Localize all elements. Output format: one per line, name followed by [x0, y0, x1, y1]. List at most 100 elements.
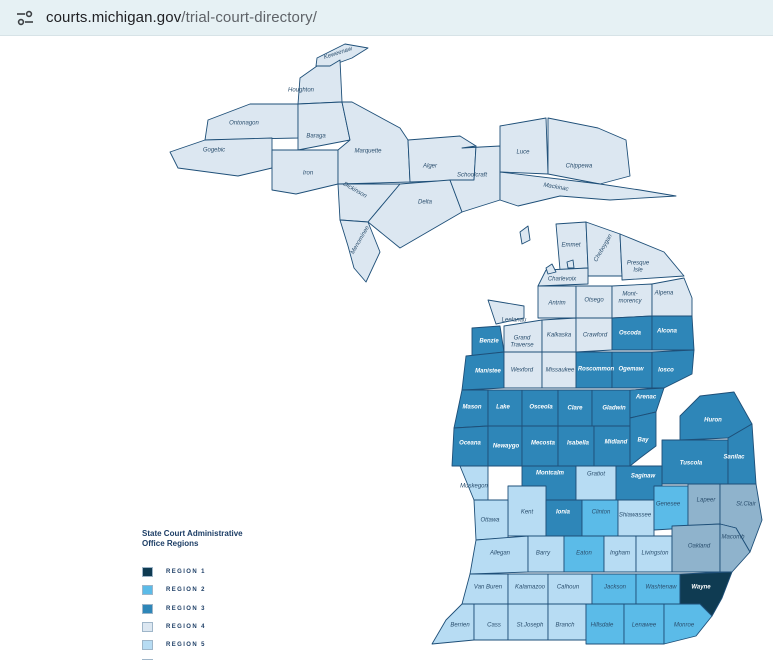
county-ionia[interactable] [545, 499, 583, 537]
county-label-lenawee: Lenawee [632, 623, 657, 629]
county-mackinac[interactable] [499, 171, 677, 207]
county-label-gratiot: Gratiot [587, 472, 605, 478]
island [519, 225, 531, 245]
county-label-alpena: Alpena [654, 291, 674, 297]
county-label-jackson: Jackson [603, 585, 627, 591]
county-label-monroe: Monroe [674, 623, 695, 629]
county-labels: KeweenawHoughtonOntonagonGogebicBaragaIr… [203, 46, 757, 629]
county-gogebic[interactable] [169, 137, 273, 177]
county-lapeer[interactable] [687, 483, 721, 527]
county-label-marquette: Marquette [354, 149, 382, 155]
island [545, 263, 557, 275]
county-label-baraga: Baraga [306, 134, 326, 140]
county-label-lake: Lake [496, 405, 510, 411]
county-label-ionia: Ionia [556, 510, 571, 516]
legend-item: REGION 1 [142, 563, 272, 581]
county-label-delta: Delta [418, 200, 433, 206]
county-label-van-buren: Van Buren [474, 585, 503, 591]
legend-item: REGION 3 [142, 600, 272, 618]
county-arenac[interactable] [629, 387, 665, 419]
county-label-montmorency: Mont-morency [618, 291, 642, 304]
county-label-montcalm: Montcalm [536, 471, 565, 477]
legend-item: REGION 2 [142, 581, 272, 599]
county-label-eaton: Eaton [576, 551, 592, 557]
county-label-huron: Huron [704, 418, 722, 424]
county-label-ontonagon: Ontonagon [229, 121, 259, 127]
county-label-manistee: Manistee [475, 369, 501, 375]
county-label-oscoda: Oscoda [619, 331, 642, 337]
county-houghton[interactable] [297, 59, 343, 105]
county-bay[interactable] [629, 411, 657, 467]
county-label-crawford: Crawford [583, 333, 608, 339]
michigan-county-map: KeweenawHoughtonOntonagonGogebicBaragaIr… [169, 43, 763, 645]
county-label-st-clair: St.Clair [736, 502, 757, 508]
county-monroe[interactable] [663, 603, 713, 645]
county-luce[interactable] [499, 117, 549, 175]
county-berrien[interactable] [431, 603, 475, 645]
legend-swatch [142, 567, 153, 578]
url-path: /trial-court-directory/ [181, 9, 317, 26]
county-label-lapeer: Lapeer [697, 498, 717, 504]
county-label-wayne: Wayne [691, 585, 711, 591]
county-macomb[interactable] [719, 523, 751, 573]
county-label-clare: Clare [567, 406, 583, 412]
county-iosco[interactable] [651, 349, 695, 389]
county-label-branch: Branch [555, 623, 575, 629]
county-label-cass: Cass [487, 623, 501, 629]
county-label-presque-isle: Presque Isle [627, 260, 650, 273]
county-label-osceola: Osceola [529, 405, 553, 411]
address-bar[interactable]: courts.michigan.gov/trial-court-director… [0, 0, 773, 36]
legend-title: State Court Administrative Office Region… [142, 529, 243, 548]
county-iron[interactable] [271, 149, 339, 195]
county-menominee[interactable] [339, 219, 381, 283]
county-marquette[interactable] [337, 101, 411, 185]
county-label-mason: Mason [462, 405, 481, 411]
county-label-kent: Kent [521, 510, 534, 516]
county-label-calhoun: Calhoun [557, 585, 580, 591]
county-keweenaw[interactable] [315, 43, 369, 67]
county-label-charlevoix: Charlevoix [548, 277, 577, 283]
county-label-chippewa: Chippewa [566, 164, 593, 170]
county-label-newaygo: Newaygo [493, 444, 520, 450]
island [566, 259, 575, 269]
county-leelanau[interactable] [487, 299, 525, 325]
county-label-berrien: Berrien [450, 623, 470, 629]
legend-item: REGION 6 [142, 654, 272, 660]
county-label-luce: Luce [516, 150, 530, 156]
county-label-missaukee: Missaukee [546, 368, 575, 374]
county-alpena[interactable] [651, 277, 693, 317]
page-info-icon[interactable] [14, 8, 36, 28]
county-cheboygan[interactable] [585, 221, 623, 277]
legend-item: REGION 5 [142, 636, 272, 654]
county-label-washtenaw: Washtenaw [645, 585, 677, 591]
map-container: Keweenaw Houghton Ontonagon Gogebic Baraga Ir… [0, 36, 773, 660]
county-label-leelanau: Leelanau [502, 318, 527, 324]
county-presque-isle[interactable] [619, 233, 685, 281]
legend-label: REGION 3 [166, 605, 206, 612]
county-genesee[interactable] [653, 485, 689, 531]
county-label-midland: Midland [605, 440, 628, 446]
county-label-oakland: Oakland [688, 544, 711, 550]
county-label-bay: Bay [637, 438, 649, 444]
county-label-iron: Iron [303, 171, 314, 177]
county-label-barry: Barry [536, 551, 551, 557]
county-midland[interactable] [593, 425, 631, 467]
legend-swatch [142, 658, 153, 660]
county-label-arenac: Arenac [635, 395, 657, 401]
county-label-mecosta: Mecosta [531, 441, 556, 447]
county-label-muskegon: Muskegon [460, 484, 488, 490]
county-label-roscommon: Roscommon [578, 367, 615, 373]
county-label-macomb: Macomb [721, 535, 745, 541]
county-label-kalkaska: Kalkaska [547, 333, 572, 339]
county-baraga[interactable] [297, 101, 351, 151]
legend-label: REGION 2 [166, 587, 206, 594]
counties [169, 43, 763, 645]
url-text[interactable]: courts.michigan.gov/trial-court-director… [46, 9, 317, 26]
county-chippewa[interactable] [547, 117, 631, 185]
county-label-allegan: Allegan [489, 551, 511, 557]
county-label-alger: Alger [422, 164, 438, 170]
county-label-kalamazoo: Kalamazoo [515, 585, 546, 591]
county-clinton[interactable] [581, 499, 619, 537]
county-label-ingham: Ingham [610, 551, 630, 557]
county-label-shiawassee: Shiawassee [619, 513, 652, 519]
